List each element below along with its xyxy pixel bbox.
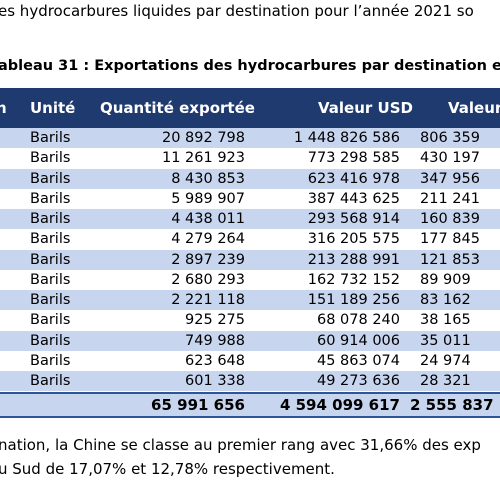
outro-text: u Sud de 17,07% et 12,78% respectivement… [0, 460, 335, 478]
table-cell: 4 438 011 [171, 211, 245, 227]
table-cell: Barils [30, 211, 71, 227]
table-cell: 4 279 264 [171, 231, 245, 248]
total-cell: 2 555 837 [410, 396, 494, 415]
header-cell: Valeur [448, 99, 500, 117]
table-cell: 177 845 [420, 231, 480, 248]
table-cell: 213 288 991 [307, 251, 400, 268]
total-row: 65 991 656 4 594 099 617 2 555 837 [0, 392, 500, 419]
table-cell: 38 165 [420, 312, 471, 329]
table-cell: 160 839 [420, 211, 480, 227]
total-cell: 65 991 656 [151, 396, 245, 415]
table-row: Barils 925 275 68 078 240 38 165 [0, 310, 500, 331]
table-row: Barils 20 892 798 1 448 826 586 806 359 [0, 128, 500, 149]
table-cell: 623 648 [185, 352, 245, 369]
table-cell: 1 448 826 586 [293, 130, 400, 146]
table-cell: Barils [30, 332, 71, 349]
table-cell: 162 732 152 [307, 271, 400, 288]
table-cell: 151 189 256 [307, 292, 400, 308]
table-cell: 749 988 [185, 332, 245, 349]
table-cell: 2 897 239 [171, 251, 245, 268]
table-cell: 60 914 006 [316, 332, 400, 349]
table-cell: 68 078 240 [316, 312, 400, 329]
table-cell: Barils [30, 352, 71, 369]
table-cell: Barils [30, 170, 71, 187]
table-cell: 316 205 575 [307, 231, 400, 248]
header-cell: n [0, 99, 7, 117]
table-cell: 347 956 [420, 170, 480, 187]
table-cell: 806 359 [420, 130, 480, 146]
table-cell: 20 892 798 [161, 130, 245, 146]
table-row: Barils 623 648 45 863 074 24 974 [0, 350, 500, 371]
table-row: Barils 11 261 923 773 298 585 430 197 [0, 148, 500, 169]
table-cell: 387 443 625 [307, 190, 400, 207]
table-cell: Barils [30, 231, 71, 248]
table-row: Barils 2 897 239 213 288 991 121 853 [0, 249, 500, 270]
table-cell: 8 430 853 [171, 170, 245, 187]
table-cell: Barils [30, 130, 71, 146]
table-cell: 45 863 074 [316, 352, 400, 369]
table-cell: Barils [30, 312, 71, 329]
table-row: Barils 8 430 853 623 416 978 347 956 [0, 168, 500, 189]
table-cell: 601 338 [185, 373, 245, 389]
outro-text: nation, la Chine se classe au premier ra… [0, 436, 481, 454]
table-cell: 89 909 [420, 271, 471, 288]
header-cell: Quantité exportée [100, 99, 255, 117]
table-cell: Barils [30, 271, 71, 288]
table-cell: 121 853 [420, 251, 480, 268]
table-row: Barils 4 438 011 293 568 914 160 839 [0, 209, 500, 230]
table-cell: 430 197 [420, 150, 480, 167]
intro-text: es hydrocarbures liquides par destinatio… [0, 2, 474, 20]
header-row: n Unité Quantité exportée Valeur USD Valeur [0, 88, 500, 128]
table-cell: Barils [30, 190, 71, 207]
table-cell: Barils [30, 373, 71, 389]
table-cell: 83 162 [420, 292, 471, 308]
table-cell: 2 680 293 [171, 271, 245, 288]
table-cell: Barils [30, 150, 71, 167]
table-cell: Barils [30, 292, 71, 308]
table-row: Barils 2 221 118 151 189 256 83 162 [0, 290, 500, 311]
table-cell: Barils [30, 251, 71, 268]
table-cell: 211 241 [420, 190, 480, 207]
table-row: Barils 5 989 907 387 443 625 211 241 [0, 188, 500, 209]
table-cell: 49 273 636 [316, 373, 400, 389]
table-row: Barils 4 279 264 316 205 575 177 845 [0, 229, 500, 250]
table-cell: 28 321 [420, 373, 471, 389]
total-cell: 4 594 099 617 [279, 396, 400, 415]
table-row: Barils 2 680 293 162 732 152 89 909 [0, 269, 500, 290]
header-cell: Unité [30, 99, 76, 117]
table-cell: 35 011 [420, 332, 471, 349]
table-cell: 925 275 [185, 312, 245, 329]
table-row: Barils 749 988 60 914 006 35 011 [0, 330, 500, 351]
table-cell: 11 261 923 [161, 150, 245, 167]
header-cell: Valeur USD [318, 99, 413, 117]
table-cell: 24 974 [420, 352, 471, 369]
table-row: Barils 601 338 49 273 636 28 321 [0, 371, 500, 392]
table-cell: 623 416 978 [307, 170, 400, 187]
table-cell: 2 221 118 [171, 292, 245, 308]
table-cell: 773 298 585 [307, 150, 400, 167]
table-caption: ableau 31 : Exportations des hydrocarbur… [0, 58, 500, 74]
table-cell: 5 989 907 [171, 190, 245, 207]
table-cell: 293 568 914 [307, 211, 400, 227]
